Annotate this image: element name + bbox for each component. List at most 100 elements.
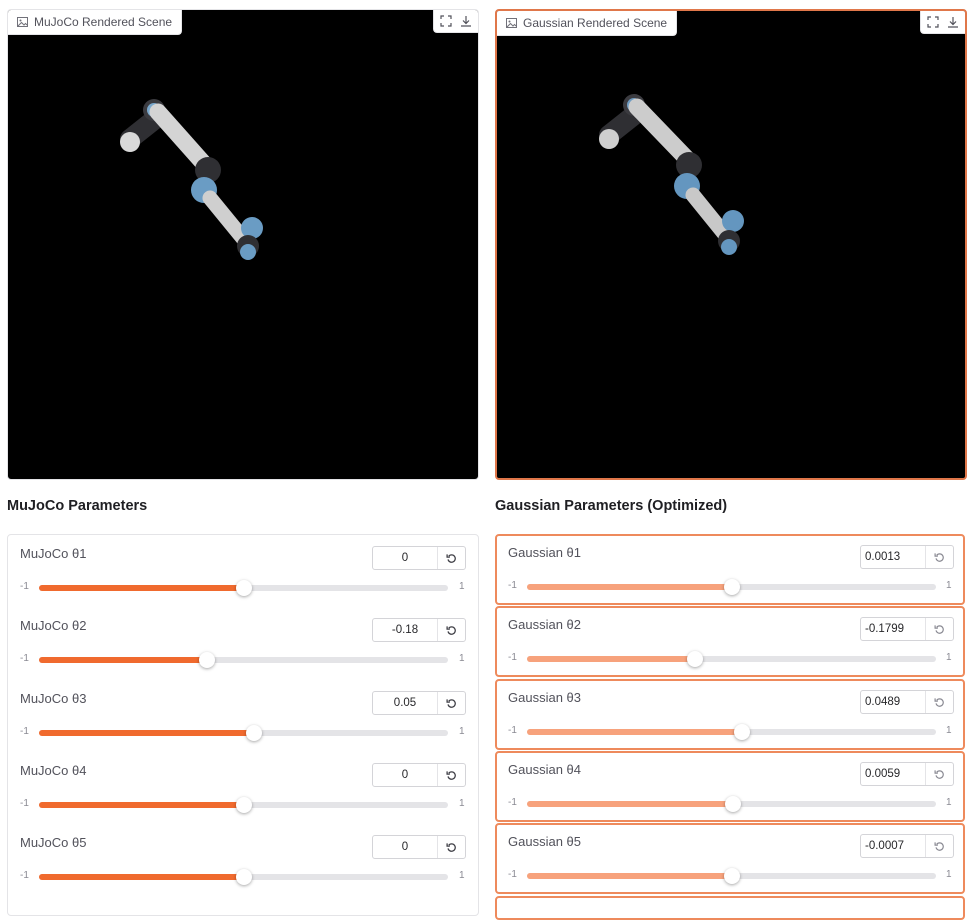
slider-track[interactable]: [39, 797, 448, 813]
reset-icon[interactable]: [926, 835, 953, 857]
slider-label: MuJoCo θ5: [20, 835, 87, 850]
mujoco-scene-viewer: MuJoCo Rendered Scene: [7, 9, 479, 480]
slider-min-label: -1: [20, 653, 29, 664]
mujoco-scene-toolbar: [433, 10, 478, 33]
image-icon: [506, 18, 517, 28]
slider-thumb[interactable]: [723, 579, 740, 595]
slider-max-label: 1: [946, 580, 952, 591]
slider-thumb[interactable]: [245, 725, 262, 741]
slider-max-label: 1: [946, 869, 952, 880]
slider-min-label: -1: [20, 726, 29, 737]
number-input[interactable]: 0: [372, 546, 466, 570]
slider-fill: [39, 874, 244, 880]
number-input-value[interactable]: 0: [373, 836, 438, 858]
slider-label: Gaussian θ4: [508, 762, 581, 777]
slider-track[interactable]: [527, 868, 936, 884]
slider-min-label: -1: [20, 798, 29, 809]
slider-track[interactable]: [39, 869, 448, 885]
slider-min-label: -1: [508, 652, 517, 663]
gaussian-scene-label: Gaussian Rendered Scene: [497, 11, 678, 36]
slider-fill: [39, 657, 207, 663]
gaussian-slider-theta4: Gaussian θ4 0.0059 -1 1: [495, 751, 965, 822]
number-input-value[interactable]: 0: [373, 764, 438, 786]
mujoco-parameters-panel: MuJoCo θ1 0 -1 1 MuJoCo θ2 -0.18 -1 1: [7, 534, 479, 916]
slider-thumb[interactable]: [198, 652, 215, 668]
slider-min-label: -1: [508, 580, 517, 591]
slider-thumb[interactable]: [724, 796, 741, 812]
slider-max-label: 1: [459, 870, 465, 881]
number-input-value[interactable]: 0.05: [373, 692, 438, 714]
slider-max-label: 1: [946, 725, 952, 736]
reset-icon[interactable]: [926, 546, 953, 568]
slider-thumb[interactable]: [686, 651, 703, 667]
number-input[interactable]: 0.0013: [860, 545, 954, 569]
mujoco-slider-theta2: MuJoCo θ2 -0.18 -1 1: [8, 607, 478, 679]
gaussian-slider-theta3: Gaussian θ3 0.0489 -1 1: [495, 679, 965, 750]
number-input-value[interactable]: 0.0013: [861, 546, 926, 568]
fullscreen-icon[interactable]: [924, 13, 942, 31]
reset-icon[interactable]: [438, 619, 465, 641]
number-input-value[interactable]: -0.0007: [861, 835, 926, 857]
download-icon[interactable]: [457, 12, 475, 30]
slider-track[interactable]: [527, 651, 936, 667]
reset-icon[interactable]: [926, 763, 953, 785]
slider-fill: [527, 584, 732, 590]
number-input[interactable]: 0.0059: [860, 762, 954, 786]
slider-label: MuJoCo θ3: [20, 691, 87, 706]
mujoco-scene-title: MuJoCo Rendered Scene: [34, 15, 173, 29]
slider-max-label: 1: [459, 726, 465, 737]
slider-fill: [527, 656, 695, 662]
mujoco-slider-theta1: MuJoCo θ1 0 -1 1: [8, 535, 478, 607]
number-input[interactable]: -0.1799: [860, 617, 954, 641]
fullscreen-icon[interactable]: [437, 12, 455, 30]
slider-max-label: 1: [946, 797, 952, 808]
number-input[interactable]: -0.0007: [860, 834, 954, 858]
reset-icon[interactable]: [926, 618, 953, 640]
number-input-value[interactable]: 0: [373, 547, 438, 569]
number-input[interactable]: 0.05: [372, 691, 466, 715]
slider-label: Gaussian θ3: [508, 690, 581, 705]
slider-label: MuJoCo θ1: [20, 546, 87, 561]
mujoco-robot-render: [120, 99, 263, 260]
slider-fill: [39, 730, 254, 736]
slider-thumb[interactable]: [235, 869, 252, 885]
slider-thumb[interactable]: [235, 580, 252, 596]
number-input[interactable]: 0: [372, 835, 466, 859]
number-input[interactable]: 0: [372, 763, 466, 787]
slider-track[interactable]: [39, 580, 448, 596]
slider-track[interactable]: [527, 724, 936, 740]
number-input-value[interactable]: -0.1799: [861, 618, 926, 640]
gaussian-scene-title: Gaussian Rendered Scene: [523, 16, 668, 30]
slider-track[interactable]: [527, 579, 936, 595]
reset-icon[interactable]: [438, 692, 465, 714]
number-input-value[interactable]: 0.0059: [861, 763, 926, 785]
slider-track[interactable]: [527, 796, 936, 812]
slider-track[interactable]: [39, 725, 448, 741]
slider-min-label: -1: [508, 725, 517, 736]
slider-thumb[interactable]: [733, 724, 750, 740]
number-input-value[interactable]: 0.0489: [861, 691, 926, 713]
mujoco-scene-label: MuJoCo Rendered Scene: [8, 10, 183, 35]
mujoco-parameters-title: MuJoCo Parameters: [7, 498, 148, 514]
mujoco-slider-theta4: MuJoCo θ4 0 -1 1: [8, 752, 478, 824]
number-input[interactable]: -0.18: [372, 618, 466, 642]
slider-track[interactable]: [39, 652, 448, 668]
slider-max-label: 1: [459, 653, 465, 664]
reset-icon[interactable]: [438, 836, 465, 858]
slider-min-label: -1: [20, 870, 29, 881]
slider-thumb[interactable]: [235, 797, 252, 813]
slider-fill: [527, 729, 742, 735]
slider-label: Gaussian θ5: [508, 834, 581, 849]
download-icon[interactable]: [944, 13, 962, 31]
reset-icon[interactable]: [438, 547, 465, 569]
slider-fill: [527, 873, 732, 879]
number-input-value[interactable]: -0.18: [373, 619, 438, 641]
gaussian-slider-theta2: Gaussian θ2 -0.1799 -1 1: [495, 606, 965, 677]
gaussian-slider-theta6-partial: [495, 896, 965, 920]
reset-icon[interactable]: [926, 691, 953, 713]
slider-thumb[interactable]: [723, 868, 740, 884]
reset-icon[interactable]: [438, 764, 465, 786]
number-input[interactable]: 0.0489: [860, 690, 954, 714]
mujoco-slider-theta3: MuJoCo θ3 0.05 -1 1: [8, 680, 478, 752]
mujoco-slider-theta5: MuJoCo θ5 0 -1 1: [8, 824, 478, 896]
